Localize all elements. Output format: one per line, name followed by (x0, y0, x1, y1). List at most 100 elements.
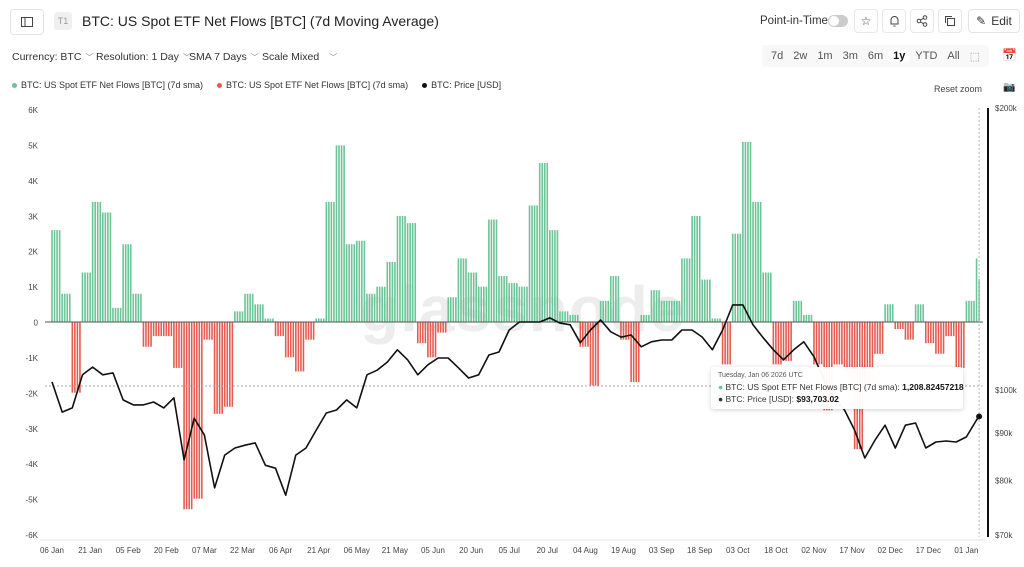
flow-bar (635, 322, 637, 383)
flow-bar (289, 322, 292, 358)
legend-item-price[interactable]: BTC: Price [USD] (422, 80, 501, 90)
flow-bar (818, 322, 820, 365)
flow-bar (368, 293, 371, 322)
currency-dropdown[interactable]: Currency: BTC ﹀ (12, 51, 93, 63)
flow-bar (119, 307, 122, 322)
flow-bar (406, 223, 409, 322)
reset-zoom-button[interactable]: Reset zoom (934, 84, 983, 94)
flow-bar (808, 314, 810, 322)
range-1m[interactable]: 1m (817, 50, 833, 62)
edit-button[interactable]: ✎ Edit (968, 9, 1020, 33)
flow-bar (676, 300, 678, 322)
flow-bar (246, 293, 249, 322)
flow-bar (307, 322, 310, 340)
flow-bar (546, 163, 549, 322)
flow-bar (526, 286, 528, 322)
flow-bar (549, 230, 551, 322)
flow-bar (292, 322, 295, 358)
alert-button[interactable] (882, 9, 906, 33)
flow-bar (449, 297, 452, 322)
flow-bar (104, 212, 107, 322)
flow-bar (955, 322, 958, 368)
resolution-dropdown[interactable]: Resolution: 1 Day ﹀ (96, 51, 191, 63)
flow-bar (437, 322, 439, 333)
flow-bar (919, 304, 922, 322)
flow-bar (930, 322, 932, 344)
left-axis-tick-label: -3K (26, 425, 39, 434)
flow-bar (99, 201, 102, 322)
flow-bar (432, 322, 434, 358)
flow-bar (668, 300, 671, 322)
range-all[interactable]: All (947, 50, 960, 62)
flow-bar (711, 318, 714, 322)
right-axis-tick-label: $100k (995, 386, 1018, 395)
flow-bar (790, 322, 792, 361)
point-in-time-toggle[interactable] (828, 15, 848, 27)
flow-bar (528, 205, 531, 322)
flow-bar (566, 311, 569, 322)
right-axis-tick-label: $80k (995, 477, 1013, 486)
copy-button[interactable] (938, 9, 962, 33)
range-ytd[interactable]: YTD (915, 50, 938, 62)
calendar-icon[interactable]: 📅 (1002, 48, 1017, 62)
flow-bar (841, 322, 843, 365)
flow-bar (363, 240, 366, 322)
flow-bar (498, 276, 500, 322)
range-7d[interactable]: 7d (771, 50, 784, 62)
tooltip-flow-label: BTC: US Spot ETF Net Flows [BTC] (7d sma… (725, 382, 903, 392)
left-axis-tick-label: 0 (34, 319, 39, 328)
left-axis-tick-label: 2K (28, 248, 38, 257)
flow-bar (89, 272, 91, 322)
sidebar-toggle-button[interactable] (10, 9, 44, 35)
x-axis-tick-label: 20 Feb (154, 546, 179, 555)
flow-bar (848, 322, 851, 375)
scale-value: Scale Mixed (262, 51, 320, 63)
flow-bar (866, 322, 869, 393)
flow-bar (325, 201, 328, 322)
range-6m[interactable]: 6m (867, 50, 884, 62)
flow-bar (218, 322, 221, 414)
flow-bar (782, 322, 785, 361)
flow-bar (168, 322, 170, 337)
flow-bar (259, 304, 262, 322)
flow-bar (879, 322, 881, 354)
flow-bar (747, 141, 749, 322)
favorite-button[interactable]: ☆ (854, 9, 878, 33)
zoom-select-icon[interactable]: ⬚ (969, 50, 981, 63)
flow-bar (924, 322, 927, 344)
flow-bar (899, 322, 902, 330)
flow-bar (399, 216, 401, 322)
flow-bar (640, 314, 643, 322)
camera-icon[interactable]: 📷 (1003, 82, 1016, 93)
tooltip-price-label: BTC: Price [USD]: (725, 394, 797, 404)
flow-bar (663, 300, 665, 322)
flow-bar (599, 300, 602, 322)
flow-bar (894, 322, 897, 330)
range-3m[interactable]: 3m (842, 50, 858, 62)
flow-bar (897, 322, 899, 330)
sma-dropdown[interactable]: SMA 7 Days ﹀ (189, 51, 259, 63)
flow-bar (874, 322, 876, 354)
flow-bar (376, 286, 378, 322)
flow-bar (411, 223, 414, 322)
scale-dropdown[interactable]: Scale Mixed ﹀ (262, 51, 337, 63)
flow-bar (107, 212, 109, 322)
flow-bar (71, 322, 74, 393)
flow-bar (869, 322, 871, 393)
flow-bar (310, 322, 312, 340)
share-button[interactable] (910, 9, 934, 33)
flow-bar (175, 322, 178, 368)
flow-bar (180, 322, 183, 368)
flow-bar (830, 322, 833, 411)
x-axis-tick-label: 06 May (344, 546, 370, 555)
legend-item-inflows[interactable]: BTC: US Spot ETF Net Flows [BTC] (7d sma… (12, 80, 203, 90)
legend-item-outflows[interactable]: BTC: US Spot ETF Net Flows [BTC] (7d sma… (217, 80, 408, 90)
flow-bar (627, 322, 630, 340)
flow-bar (815, 322, 818, 365)
flow-bar (871, 322, 874, 393)
flow-bar (764, 272, 767, 322)
range-1y[interactable]: 1y (888, 50, 911, 62)
range-2w[interactable]: 2w (793, 50, 808, 62)
flow-bar (795, 300, 798, 322)
left-axis-tick-label: 1K (28, 283, 38, 292)
